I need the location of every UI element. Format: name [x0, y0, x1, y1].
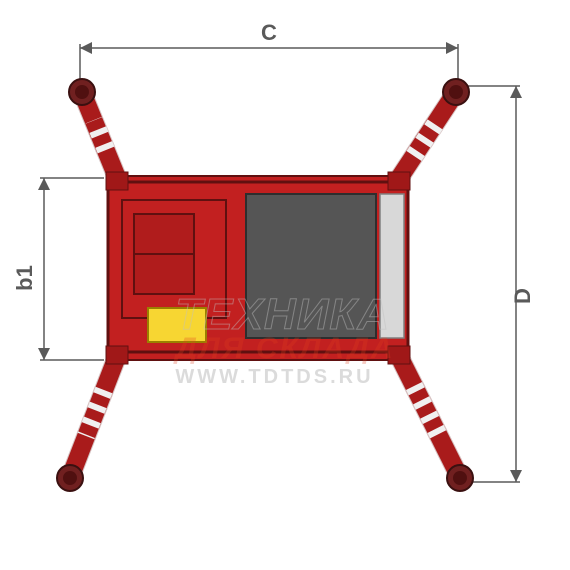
outrigger-rear-right	[398, 354, 473, 491]
panel-yellow	[148, 308, 206, 342]
dimension-c-label: C	[261, 20, 277, 45]
dimension-d-label: D	[510, 288, 535, 304]
machine-chassis	[106, 172, 410, 364]
dimension-d: D	[466, 86, 535, 482]
outrigger-front-right	[398, 79, 469, 180]
dimension-b1-label: b1	[12, 265, 37, 291]
dimension-c: C	[80, 20, 458, 92]
dimension-b1: b1	[12, 178, 104, 360]
outrigger-front-left	[69, 79, 118, 180]
technical-diagram: C D b1	[0, 0, 570, 570]
panel-side	[380, 194, 404, 338]
outrigger-rear-left	[57, 354, 118, 491]
panel-dark	[246, 194, 376, 338]
